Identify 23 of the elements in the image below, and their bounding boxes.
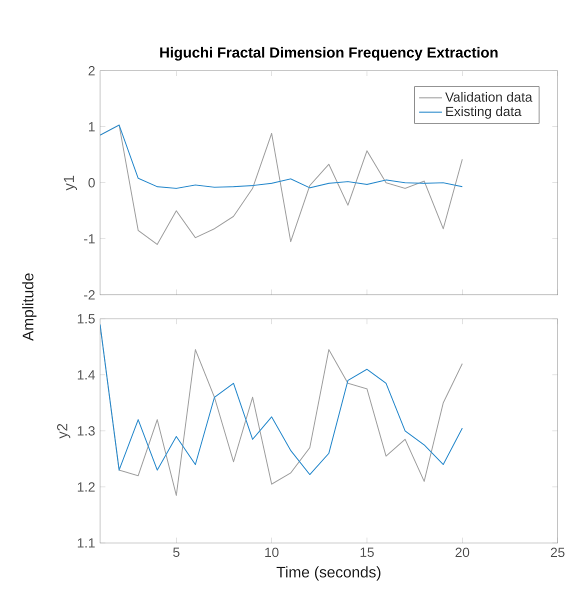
x-axis-title: Time (seconds) [276, 566, 380, 581]
x-tick-label: 10 [265, 548, 279, 558]
y-tick-label: 1.1 [78, 538, 95, 548]
y-tick-label: 1.3 [78, 426, 95, 436]
x-tick-label: 25 [550, 548, 565, 558]
y-tick-label: 0 [88, 178, 95, 188]
y-tick-label: 1.5 [78, 314, 95, 324]
legend-label: Validation data [445, 92, 532, 102]
chart-title: Higuchi Fractal Dimension Frequency Extraction [160, 46, 498, 61]
x-tick-label: 20 [456, 548, 470, 558]
y-tick-label: -1 [84, 234, 95, 244]
legend-label: Existing data [446, 106, 522, 119]
y-tick-label: 1.2 [78, 482, 95, 492]
text: Amplitude [22, 273, 37, 341]
y-tick-label: -2 [84, 290, 95, 300]
y-axis-title: y1 [64, 176, 77, 190]
x-tick-label: 5 [173, 548, 180, 557]
line-series [100, 124, 463, 189]
y-tick-label: 1 [88, 122, 95, 132]
y-tick-label: 1.4 [78, 370, 95, 380]
y-tick-label: 2 [88, 66, 95, 76]
y-axis-title: y2 [57, 424, 70, 439]
x-tick-label: 15 [360, 548, 374, 557]
